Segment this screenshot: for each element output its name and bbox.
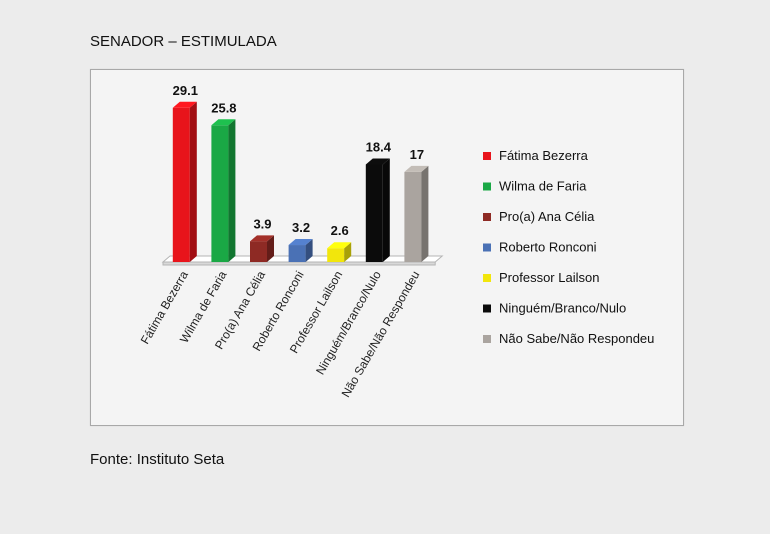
data-label: 17 (410, 147, 424, 162)
source-note: Fonte: Instituto Seta (90, 451, 225, 468)
legend-label: Professor Lailson (499, 270, 599, 285)
data-label: 2.6 (331, 223, 349, 238)
bar-front (250, 241, 267, 262)
bar-front (211, 125, 229, 262)
legend-label: Wilma de Faria (499, 179, 587, 194)
bar-front (404, 171, 422, 262)
category-label: Não Sabe/Não Respondeu (339, 269, 423, 400)
chart-frame: 29.1 Fátima Bezerra 25.8 Wilma de Faria 3.9 P… (90, 69, 684, 426)
bar-top (211, 119, 236, 126)
data-label: 18.4 (366, 139, 392, 154)
legend-swatch (483, 182, 491, 191)
page-title: SENADOR – ESTIMULADA (90, 33, 277, 50)
bar-top (250, 235, 274, 242)
bar-front (288, 245, 306, 262)
bar-front (365, 164, 383, 262)
bar-5 (327, 242, 352, 262)
legend-label: Pro(a) Ana Célia (499, 209, 595, 224)
chart-floor-edge (162, 261, 436, 266)
data-label: 3.2 (292, 220, 310, 235)
bar-side (382, 158, 390, 262)
bar-6 (365, 158, 390, 262)
bar-side (189, 101, 197, 262)
bar-side (228, 119, 236, 262)
bar-top (172, 101, 197, 108)
data-label: 3.9 (253, 216, 271, 231)
bar-2 (211, 119, 236, 262)
bar-side (305, 239, 313, 262)
bar-top (404, 165, 429, 172)
legend-swatch (483, 274, 491, 282)
bar-side (267, 235, 274, 262)
bar-3 (250, 235, 274, 262)
bar-1 (172, 101, 197, 262)
legend-swatch (483, 152, 491, 160)
bar-4 (288, 239, 313, 262)
legend-label: Fátima Bezerra (499, 148, 589, 163)
legend-label: Ninguém/Branco/Nulo (499, 301, 626, 316)
bar-chart: 29.1 Fátima Bezerra 25.8 Wilma de Faria 3.9 P… (138, 83, 655, 400)
legend-swatch (483, 304, 491, 313)
bar-7 (404, 165, 429, 262)
bar-top (288, 239, 313, 246)
legend-swatch (483, 335, 491, 343)
legend-label: Não Sabe/Não Respondeu (499, 331, 654, 346)
bar-top (365, 158, 390, 165)
data-label: 29.1 (173, 83, 198, 98)
legend-swatch (483, 243, 491, 252)
legend-swatch (483, 213, 491, 221)
bar-top (327, 242, 352, 249)
bar-front (327, 248, 345, 262)
bar-side (421, 165, 429, 262)
bar-front (172, 107, 190, 262)
bar-side (344, 242, 352, 262)
legend-label: Roberto Ronconi (499, 240, 597, 255)
data-label: 25.8 (211, 100, 236, 115)
